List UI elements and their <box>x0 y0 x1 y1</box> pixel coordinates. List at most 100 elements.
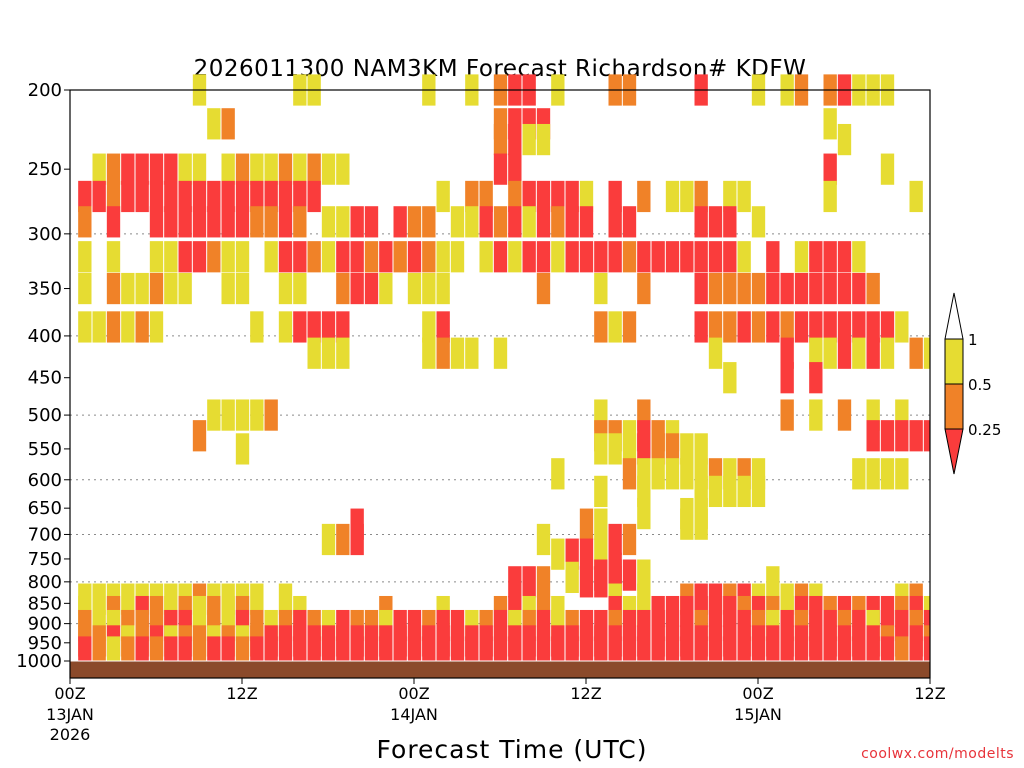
x-tick-year-label: 2026 <box>50 725 91 744</box>
data-cell <box>723 362 737 394</box>
data-cell <box>78 311 92 343</box>
y-tick-label: 950 <box>28 633 62 654</box>
data-cell <box>479 636 493 668</box>
data-cell <box>622 523 637 556</box>
data-cell <box>121 153 135 185</box>
data-cell <box>766 636 780 668</box>
data-cell <box>393 241 407 273</box>
data-cell <box>794 241 809 273</box>
data-cell <box>708 337 723 369</box>
data-cell <box>422 337 436 369</box>
data-cell <box>106 636 121 668</box>
data-cell <box>164 180 178 213</box>
data-cell <box>536 180 551 213</box>
data-cell <box>379 241 393 273</box>
data-cell <box>680 458 694 490</box>
data-cell <box>665 241 680 273</box>
data-cell <box>536 206 551 238</box>
data-cell <box>622 241 637 273</box>
data-cell <box>278 206 293 238</box>
data-cell <box>192 420 207 452</box>
data-cell <box>493 636 508 668</box>
data-cell <box>737 180 751 213</box>
data-cell <box>293 206 307 238</box>
y-tick-label: 1000 <box>16 651 62 672</box>
credit-link[interactable]: coolwx.com/modelts <box>861 746 1014 762</box>
data-cell <box>422 206 436 238</box>
data-cell <box>278 241 293 273</box>
data-cell <box>551 636 565 668</box>
data-cell <box>880 337 895 369</box>
colorbar-bottom-arrow <box>944 428 964 475</box>
y-tick-label: 900 <box>28 614 62 635</box>
data-cell <box>278 272 293 305</box>
data-cell <box>536 523 551 556</box>
data-cell <box>866 311 880 343</box>
data-cell <box>235 180 250 213</box>
data-cell <box>579 206 594 238</box>
data-cell <box>852 272 866 305</box>
data-cell <box>321 206 336 238</box>
data-cell <box>723 475 737 508</box>
colorbar-bin <box>944 338 964 385</box>
data-cell <box>508 153 522 185</box>
data-cell <box>250 583 264 615</box>
ground-layer <box>70 661 930 678</box>
data-cell <box>522 566 536 598</box>
data-cell <box>207 180 221 213</box>
data-cell <box>651 636 665 668</box>
data-cell <box>149 272 164 305</box>
data-cell <box>264 180 278 213</box>
data-cell <box>135 636 149 668</box>
data-cell <box>694 433 708 465</box>
data-cell <box>608 523 622 556</box>
data-cell <box>866 337 880 369</box>
data-cell <box>837 636 852 668</box>
data-cell <box>235 433 250 465</box>
data-cell <box>794 272 809 305</box>
data-cell <box>379 272 393 305</box>
data-cell <box>737 272 751 305</box>
data-cell <box>250 399 264 431</box>
data-cell <box>293 241 307 273</box>
data-cell <box>708 636 723 668</box>
data-cell <box>422 311 436 343</box>
y-tick-label: 700 <box>28 524 62 545</box>
data-cell <box>235 153 250 185</box>
data-cell <box>651 458 665 490</box>
data-cell <box>895 636 909 668</box>
data-cell <box>307 153 321 185</box>
data-cell <box>708 272 723 305</box>
y-tick-label: 800 <box>28 572 62 593</box>
data-cell <box>192 636 207 668</box>
data-cell <box>622 311 637 343</box>
colorbar-bin <box>944 383 964 430</box>
data-cell <box>665 180 680 213</box>
data-cell <box>264 636 278 668</box>
data-cell <box>823 153 837 185</box>
data-cell <box>178 153 192 185</box>
data-cell <box>78 206 92 238</box>
data-cell <box>250 153 264 185</box>
data-cell <box>465 180 479 213</box>
data-cell <box>407 636 422 668</box>
data-cell <box>164 153 178 185</box>
data-cell <box>307 636 321 668</box>
y-tick-label: 200 <box>28 80 62 101</box>
data-cell <box>909 337 923 369</box>
data-cell <box>264 241 278 273</box>
data-cell <box>436 241 450 273</box>
data-cell <box>321 153 336 185</box>
data-cell <box>350 241 364 273</box>
data-cell <box>651 433 665 465</box>
x-tick-label: 12Z <box>914 684 945 703</box>
data-cell <box>723 180 737 213</box>
data-cell <box>436 311 450 343</box>
data-cell <box>407 241 422 273</box>
data-cell <box>178 636 192 668</box>
data-cell <box>250 311 264 343</box>
data-cell <box>637 559 651 591</box>
data-cell <box>551 458 565 490</box>
y-tick-label: 300 <box>28 224 62 245</box>
data-cell <box>121 311 135 343</box>
